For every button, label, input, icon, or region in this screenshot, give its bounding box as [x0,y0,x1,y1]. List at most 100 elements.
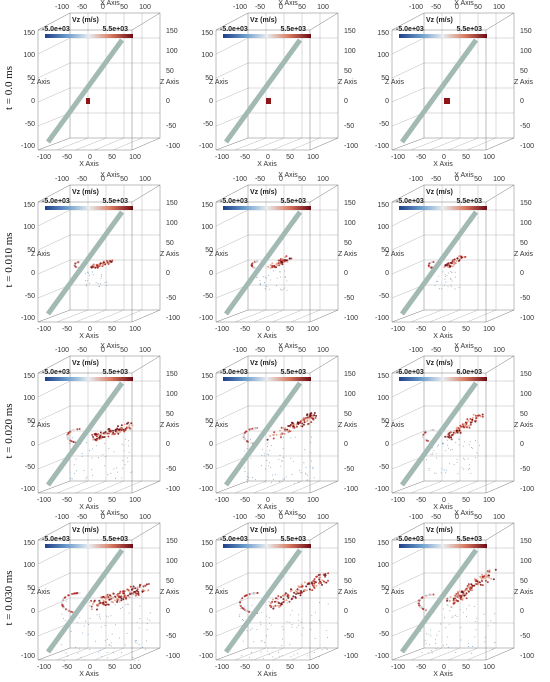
x-tick-label: 0 [88,664,92,671]
z-tick-label: -100 [199,653,213,660]
colorbar-title: Vz (m/s) [72,17,99,24]
x-tick-label: 100 [307,497,319,504]
colorbar [45,206,133,210]
z-tick-label: 0 [209,270,213,277]
z-tick-label: 150 [344,28,356,35]
plot-panel: -100 -50 0 50 100 -100 -50 0 50 100 150 100 50 0 -50 -1… [21,0,180,168]
z-tick-label: -50 [166,123,176,130]
plot-panel: -100 -50 0 50 100 -100 -50 0 50 100 150 100 50 0 -50 -1… [21,172,180,340]
x-tick-label: 0 [455,176,459,183]
z-tick-label: -100 [375,653,389,660]
z-tick-label: -100 [375,315,389,322]
rod [45,210,125,316]
x-tick-label: 100 [139,514,151,521]
x-tick-label: 100 [317,4,329,11]
z-tick-label: 50 [381,247,389,254]
x-tick-label: 50 [474,4,482,11]
x-tick-label: -100 [37,497,51,504]
z-tick-label: 50 [166,578,174,585]
z-tick-label: 50 [27,75,35,82]
x-axis-label: X Axis [433,161,453,168]
z-tick-label: 100 [520,558,532,565]
z-tick-label: 0 [209,441,213,448]
z-tick-label: 50 [166,68,174,75]
z-tick-label: -100 [199,143,213,150]
z-tick-label: 50 [27,247,35,254]
z-axis-label: Z Axis [385,79,405,86]
x-tick-label: 0 [455,514,459,521]
z-axis-label: Z Axis [209,589,229,596]
x-tick-label: -50 [62,326,72,333]
colorbar-max-label: 6.0e+03 [457,369,483,376]
x-tick-label: -100 [215,326,229,333]
x-tick-label: -100 [233,347,247,354]
colorbar [223,544,311,548]
x-tick-label: -50 [416,154,426,161]
x-tick-label: 100 [139,4,151,11]
z-tick-label: -100 [21,315,35,322]
x-tick-label: 0 [442,154,446,161]
z-tick-label: 50 [205,585,213,592]
plot-panel: -100 -50 0 50 100 -100 -50 0 50 100 150 100 50 0 -50 -1… [21,510,180,678]
x-tick-label: 0 [101,4,105,11]
z-tick-label: 0 [344,608,348,615]
z-tick-label: -50 [344,295,354,302]
rod [223,381,303,487]
colorbar-max-label: 5.5e+03 [457,536,483,543]
z-tick-label: 0 [520,270,524,277]
x-axis-label: X Axis [257,161,277,168]
rod [223,38,303,144]
x-tick-label: 50 [298,514,306,521]
x-tick-label: 50 [286,326,294,333]
rod [399,210,479,316]
colorbar [223,377,311,381]
z-tick-label: 150 [166,538,178,545]
x-tick-label: -50 [77,176,87,183]
x-tick-label: -100 [233,514,247,521]
x-tick-label: 50 [474,347,482,354]
z-tick-label: 0 [385,441,389,448]
z-axis-label: Z Axis [160,251,180,258]
z-tick-label: 0 [344,441,348,448]
colorbar [399,377,487,381]
x-tick-label: 50 [120,514,128,521]
z-tick-label: 50 [381,418,389,425]
z-tick-label: 150 [520,200,532,207]
x-tick-label: 0 [442,664,446,671]
colorbar-max-label: 5.5e+03 [103,26,129,33]
particle-cloud [86,98,90,104]
x-tick-label: -50 [416,664,426,671]
rod [45,381,125,487]
colorbar-min-label: -5.0e+03 [220,198,248,205]
z-axis-label: Z Axis [209,422,229,429]
particle-cloud [444,98,450,104]
z-tick-label: -50 [520,633,530,640]
x-tick-label: 100 [129,664,141,671]
z-tick-label: -100 [375,143,389,150]
z-tick-label: 0 [166,608,170,615]
x-tick-label: 50 [108,664,116,671]
z-tick-label: 100 [344,220,356,227]
x-axis-label: X Axis [79,161,99,168]
particle-blob [444,98,450,104]
colorbar-min-label: -5.0e+03 [220,369,248,376]
row-time-label: t = 0.020 ms [3,403,15,458]
z-tick-label: 0 [520,98,524,105]
x-tick-label: 0 [266,664,270,671]
x-tick-label: 100 [139,176,151,183]
colorbar-title: Vz (m/s) [72,360,99,367]
z-tick-label: -50 [203,121,213,128]
z-tick-label: 150 [23,30,35,37]
x-axis-label: X Axis [100,172,120,179]
z-tick-label: 50 [520,411,528,418]
row-time-label: t = 0.030 ms [3,570,15,625]
z-tick-label: -50 [379,121,389,128]
z-tick-label: 150 [377,30,389,37]
x-tick-label: -100 [55,514,69,521]
x-tick-label: 0 [455,347,459,354]
x-axis-label: X Axis [100,343,120,350]
x-tick-label: 50 [462,497,470,504]
colorbar-min-label: -5.0e+03 [220,536,248,543]
x-tick-label: 0 [279,514,283,521]
particle-cloud [417,568,497,654]
